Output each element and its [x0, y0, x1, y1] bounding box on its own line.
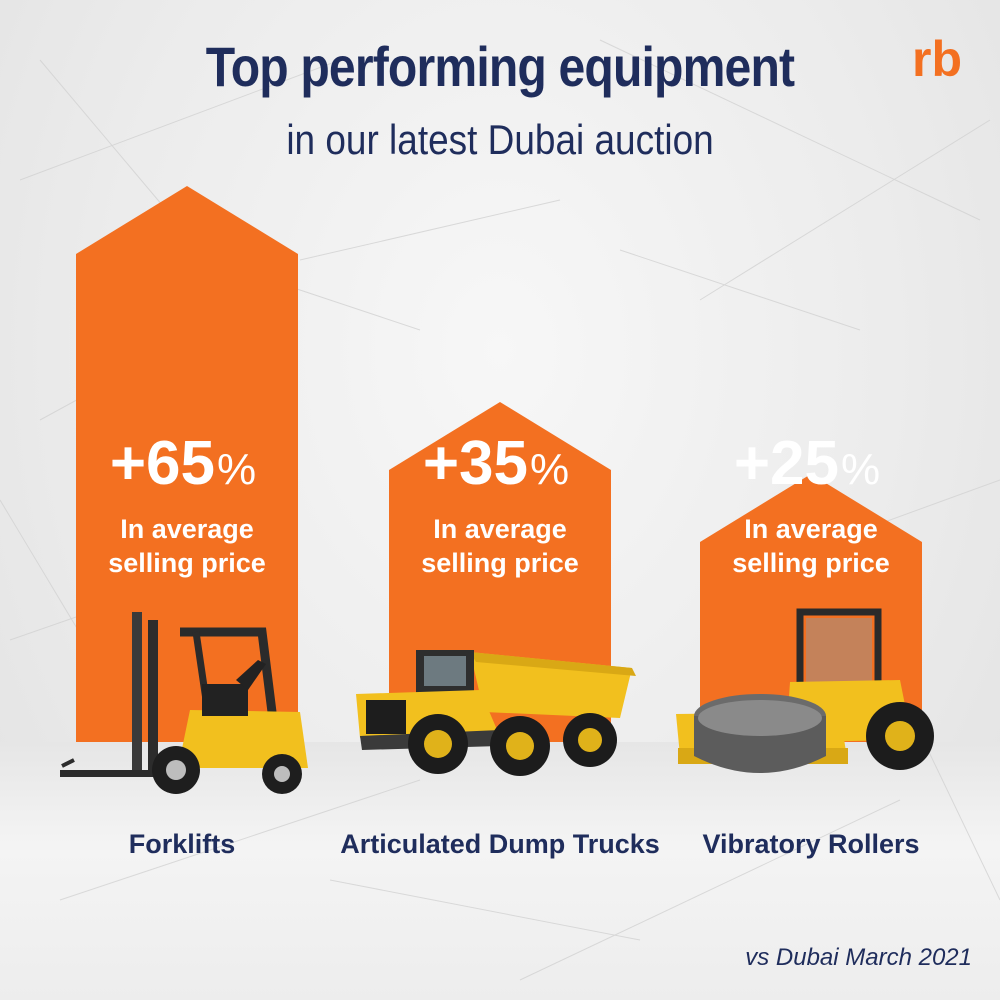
bar-caption-line2-2: selling price	[421, 548, 579, 578]
bar-3	[700, 474, 922, 742]
rb-logo: rb	[912, 34, 962, 84]
vibratory-roller-icon	[676, 608, 934, 773]
bar-caption-line1-3: In average	[744, 514, 878, 544]
category-label-3: Vibratory Rollers	[702, 829, 919, 859]
category-label-1: Forklifts	[129, 829, 236, 859]
svg-text:rb: rb	[912, 34, 962, 84]
bar-caption-line2-1: selling price	[108, 548, 266, 578]
value-label-1: +65%	[110, 429, 256, 498]
category-label-2: Articulated Dump Trucks	[340, 829, 660, 859]
forklift-icon	[60, 612, 308, 794]
bar-caption-line1-1: In average	[120, 514, 254, 544]
dump-truck-icon	[356, 650, 636, 776]
bar-1	[76, 186, 298, 742]
footnote: vs Dubai March 2021	[745, 944, 972, 971]
value-label-2: +35%	[423, 429, 569, 498]
page-title: Top performing equipment	[205, 35, 795, 98]
value-label-3: +25%	[734, 429, 880, 498]
bar-caption-line2-3: selling price	[732, 548, 890, 578]
bar-caption-line1-2: In average	[433, 514, 567, 544]
page-subtitle: in our latest Dubai auction	[286, 116, 714, 163]
